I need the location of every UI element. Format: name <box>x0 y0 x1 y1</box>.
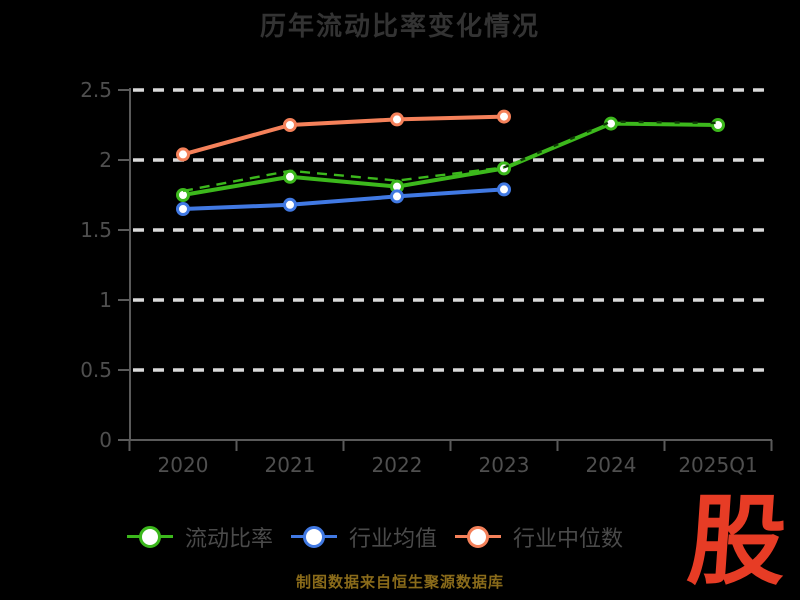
y-tick-label: 2.5 <box>80 78 112 102</box>
series-marker-2 <box>390 112 404 127</box>
series-marker-0 <box>283 169 297 184</box>
series-marker-1 <box>176 202 190 216</box>
series-marker-0 <box>711 118 725 132</box>
series-marker-2 <box>497 109 511 124</box>
legend-marker-icon <box>126 525 173 549</box>
series-line-1 <box>181 187 506 211</box>
y-tick-label: 0.5 <box>80 358 112 382</box>
series-marker-2 <box>283 118 297 132</box>
x-tick-label: 2024 <box>586 453 637 477</box>
legend-item-1: 行业均值 <box>290 521 437 553</box>
series-marker-2 <box>176 147 190 162</box>
legend-marker-icon <box>290 525 337 549</box>
legend-label: 行业中位数 <box>513 527 624 552</box>
x-tick-label: 2022 <box>372 453 423 477</box>
series-line-2 <box>181 114 506 157</box>
series-marker-0 <box>176 188 190 202</box>
series-line-0-dashed-overlay <box>182 166 505 193</box>
x-tick-label: 2023 <box>479 453 530 477</box>
y-tick-label: 2 <box>99 148 112 172</box>
x-tick-label: 2021 <box>265 453 316 477</box>
chart-legend: 流动比率 行业均值 行业中位数 <box>0 517 750 557</box>
y-tick-label: 1.5 <box>80 218 112 242</box>
series-line-0 <box>181 121 720 197</box>
series-marker-1 <box>283 197 297 212</box>
series-line-0-dark-overlay <box>503 120 719 169</box>
legend-label: 流动比率 <box>184 527 273 552</box>
source-note: 制图数据来自恒生聚源数据库 <box>295 573 504 591</box>
x-tick-label: 2020 <box>158 453 209 477</box>
series-marker-1 <box>390 189 404 204</box>
legend-label: 行业均值 <box>348 527 437 552</box>
x-tick-label: 2025Q1 <box>678 453 757 477</box>
series-marker-1 <box>497 182 511 197</box>
y-tick-label: 1 <box>99 288 112 312</box>
legend-marker-icon <box>455 525 501 549</box>
legend-item-0: 流动比率 <box>126 521 273 553</box>
chart-title: 历年流动比率变化情况 <box>259 12 540 42</box>
y-tick-label: 0 <box>99 428 112 452</box>
legend-item-2: 行业中位数 <box>455 521 623 553</box>
brand-logo: 股 <box>684 485 791 599</box>
